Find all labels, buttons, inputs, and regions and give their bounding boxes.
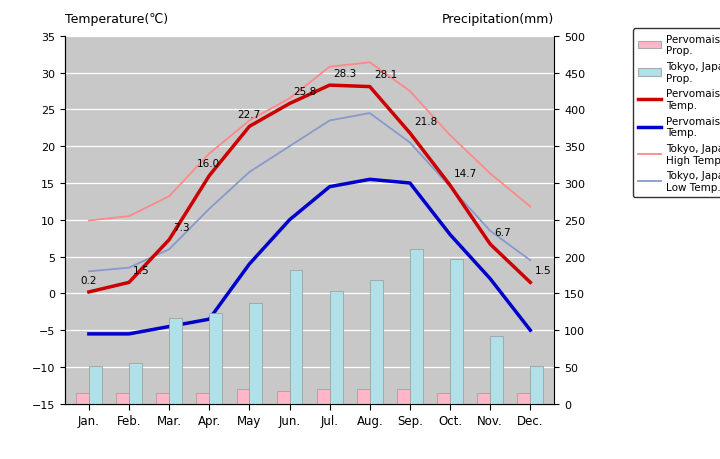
Bar (76, 393, 89, 404)
Bar (116, 393, 129, 404)
Bar (129, 363, 142, 404)
Text: 14.7: 14.7 (454, 168, 477, 179)
Text: Temperature(℃): Temperature(℃) (65, 13, 168, 26)
Bar (276, 391, 289, 404)
Bar (249, 303, 262, 404)
Text: 28.3: 28.3 (333, 68, 357, 78)
Bar (357, 389, 370, 404)
Text: 22.7: 22.7 (238, 110, 261, 120)
Bar (397, 389, 410, 404)
Bar (210, 313, 222, 404)
Bar (169, 318, 182, 404)
Text: 21.8: 21.8 (414, 116, 437, 126)
Bar (450, 259, 463, 404)
Bar (289, 270, 302, 404)
Bar (477, 393, 490, 404)
Bar (317, 389, 330, 404)
Text: 1.5: 1.5 (534, 265, 551, 275)
Bar (370, 280, 382, 404)
Text: 1.5: 1.5 (133, 265, 150, 275)
Text: 25.8: 25.8 (294, 87, 317, 97)
Bar (410, 250, 423, 404)
Text: 7.3: 7.3 (173, 223, 190, 233)
Legend: Pervomaisk
Prop., Tokyo, Japan
Prop., Pervomaisk High
Temp., Pervomaisk Low
Temp: Pervomaisk Prop., Tokyo, Japan Prop., Pe… (633, 29, 720, 198)
Text: 0.2: 0.2 (81, 275, 97, 285)
Bar (531, 366, 543, 404)
Bar (518, 393, 531, 404)
Bar (156, 393, 169, 404)
Text: 16.0: 16.0 (197, 159, 220, 169)
Bar (197, 393, 210, 404)
Text: Precipitation(mm): Precipitation(mm) (442, 13, 554, 26)
Text: 6.7: 6.7 (494, 227, 510, 237)
Bar (437, 393, 450, 404)
Bar (237, 389, 249, 404)
Bar (89, 366, 102, 404)
Text: 28.1: 28.1 (374, 70, 397, 80)
Bar (330, 291, 343, 404)
Bar (490, 336, 503, 404)
